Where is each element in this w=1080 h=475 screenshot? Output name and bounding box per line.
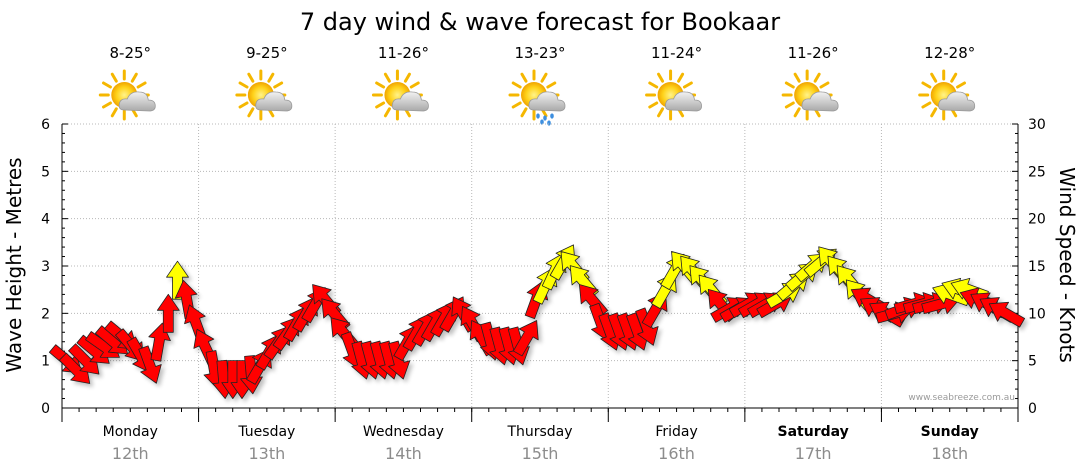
weather-row: 8-25° 9-25° 11-26° 13-23° 11-24° 11-26° 12-28°	[98, 44, 976, 126]
y-tick-label-right: 30	[1028, 117, 1046, 133]
temperature-range: 8-25°	[110, 44, 152, 62]
day-name-label: Sunday	[921, 424, 979, 440]
temperature-range: 12-28°	[924, 44, 975, 62]
wind-arrow	[988, 301, 1026, 328]
wind-arrow	[138, 345, 162, 384]
y-tick-label-right: 5	[1028, 354, 1037, 370]
temperature-range: 11-24°	[651, 44, 702, 62]
y-tick-label-right: 0	[1028, 401, 1037, 417]
y-axis-label-right: Wind Speed - Knots	[1055, 167, 1079, 363]
partly-cloudy-icon	[918, 69, 976, 121]
y-tick-label-left: 6	[41, 117, 50, 133]
partly-cloudy-icon	[98, 69, 156, 121]
y-tick-label-right: 20	[1028, 212, 1046, 228]
y-tick-label-right: 15	[1028, 259, 1046, 275]
day-name-label: Tuesday	[237, 424, 295, 440]
wind-arrow	[156, 293, 180, 333]
y-tick-label-left: 0	[41, 401, 50, 417]
day-date-label: 16th	[658, 444, 695, 463]
y-tick-label-left: 4	[41, 212, 50, 228]
axes: 0 1 2 3 4 5 6 0 5 10 15 20 25 30	[41, 117, 1046, 422]
wind-arrow	[166, 260, 189, 300]
partly-cloudy-icon	[235, 69, 293, 121]
y-tick-label-left: 2	[41, 306, 50, 322]
day-date-label: 18th	[931, 444, 968, 463]
showers-icon	[508, 69, 566, 126]
day-date-label: 14th	[385, 444, 422, 463]
day-name-label: Saturday	[778, 424, 849, 440]
wind-arrow	[635, 307, 659, 346]
day-date-label: 15th	[522, 444, 559, 463]
y-tick-label-left: 5	[41, 164, 50, 180]
day-name-label: Wednesday	[363, 424, 444, 440]
temperature-range: 13-23°	[514, 44, 565, 62]
partly-cloudy-icon	[645, 69, 702, 121]
y-tick-label-left: 3	[41, 259, 50, 275]
site-credit: www.seabreeze.com.au	[908, 393, 1015, 403]
y-tick-label-right: 10	[1028, 306, 1046, 322]
partly-cloudy-icon	[781, 69, 839, 121]
day-date-label: 12th	[112, 444, 149, 463]
day-name-label: Monday	[103, 424, 158, 440]
y-tick-label-left: 1	[41, 354, 50, 370]
y-tick-label-right: 25	[1028, 164, 1046, 180]
wind-arrow	[512, 320, 539, 357]
day-labels: Monday 12th Tuesday 13th Wednesday 14th Thursd…	[103, 424, 979, 463]
day-date-label: 17th	[795, 444, 832, 463]
temperature-range: 9-25°	[246, 44, 288, 62]
chart-title: 7 day wind & wave forecast for Bookaar	[300, 8, 780, 36]
y-axis-label-left: Wave Height - Metres	[2, 157, 26, 372]
day-date-label: 13th	[248, 444, 285, 463]
temperature-range: 11-26°	[788, 44, 839, 62]
grid-lines	[62, 123, 1018, 409]
wind-arrow	[388, 340, 411, 380]
partly-cloudy-icon	[371, 69, 429, 121]
day-name-label: Friday	[655, 424, 697, 440]
temperature-range: 11-26°	[378, 44, 429, 62]
day-name-label: Thursday	[506, 424, 572, 440]
wind-arrows	[48, 244, 1026, 400]
